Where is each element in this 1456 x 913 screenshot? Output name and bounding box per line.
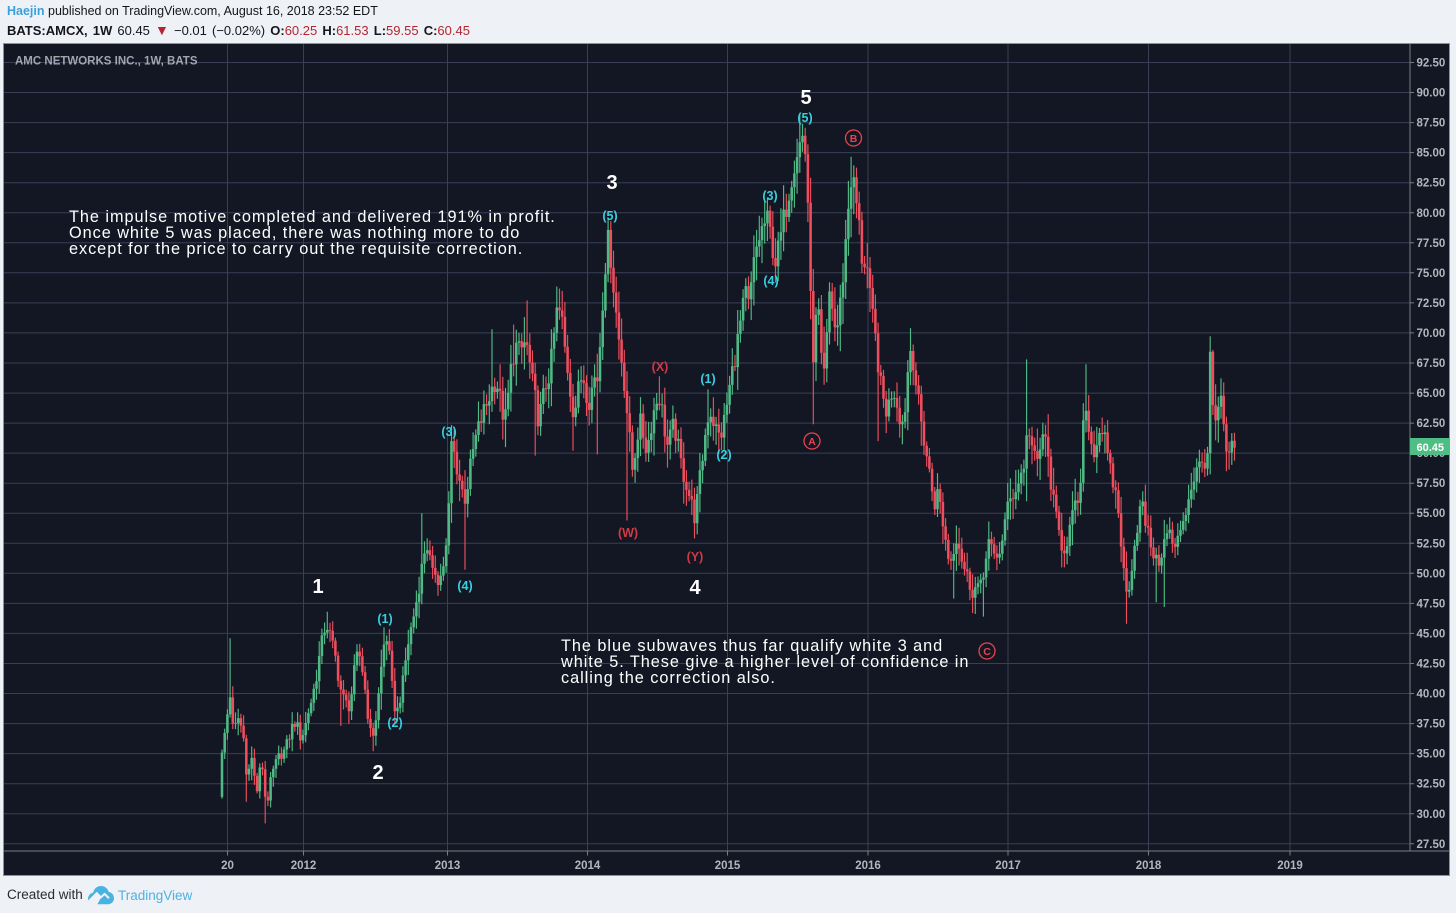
svg-text:82.50: 82.50 [1417, 178, 1446, 190]
svg-text:35.00: 35.00 [1417, 749, 1446, 761]
svg-text:70.00: 70.00 [1417, 328, 1446, 340]
svg-text:2015: 2015 [715, 860, 741, 872]
svg-text:57.50: 57.50 [1417, 478, 1446, 490]
svg-text:2014: 2014 [575, 860, 601, 872]
svg-text:20: 20 [221, 860, 234, 872]
svg-text:B: B [850, 133, 858, 145]
svg-text:90.00: 90.00 [1417, 88, 1446, 100]
svg-text:2018: 2018 [1136, 860, 1162, 872]
svg-text:A: A [808, 436, 816, 448]
svg-text:(2): (2) [387, 716, 402, 730]
svg-text:C: C [983, 646, 991, 658]
svg-text:(4): (4) [457, 579, 472, 593]
svg-text:calling the correction also.: calling the correction also. [561, 669, 776, 687]
svg-text:The impulse motive completed a: The impulse motive completed and deliver… [69, 208, 556, 226]
svg-text:(3): (3) [441, 425, 456, 439]
svg-text:92.50: 92.50 [1417, 58, 1446, 70]
svg-text:2019: 2019 [1277, 860, 1303, 872]
svg-text:60.45: 60.45 [1417, 442, 1445, 454]
svg-text:(5): (5) [602, 209, 617, 223]
svg-text:(3): (3) [762, 189, 777, 203]
svg-text:(1): (1) [700, 372, 715, 386]
svg-text:32.50: 32.50 [1417, 779, 1446, 791]
svg-text:2016: 2016 [855, 860, 881, 872]
svg-text:42.50: 42.50 [1417, 659, 1446, 671]
svg-text:87.50: 87.50 [1417, 118, 1446, 130]
svg-text:50.00: 50.00 [1417, 568, 1446, 580]
svg-text:4: 4 [689, 577, 701, 599]
svg-text:2012: 2012 [291, 860, 317, 872]
svg-text:67.50: 67.50 [1417, 358, 1446, 370]
svg-text:80.00: 80.00 [1417, 208, 1446, 220]
svg-text:1: 1 [312, 576, 323, 598]
svg-text:AMC NETWORKS INC., 1W, BATS: AMC NETWORKS INC., 1W, BATS [15, 56, 198, 68]
svg-text:37.50: 37.50 [1417, 719, 1446, 731]
svg-text:27.50: 27.50 [1417, 839, 1446, 851]
svg-text:white 5. These give a higher l: white 5. These give a higher level of co… [560, 653, 969, 671]
svg-text:52.50: 52.50 [1417, 538, 1446, 550]
svg-text:2013: 2013 [435, 860, 461, 872]
svg-text:55.00: 55.00 [1417, 508, 1446, 520]
svg-text:85.00: 85.00 [1417, 148, 1446, 160]
svg-text:The blue subwaves thus far qua: The blue subwaves thus far qualify white… [561, 637, 943, 655]
svg-text:2: 2 [372, 762, 383, 784]
svg-text:77.50: 77.50 [1417, 238, 1446, 250]
svg-text:except for the price to carry: except for the price to carry out the re… [69, 240, 523, 258]
svg-text:(2): (2) [716, 448, 731, 462]
svg-text:30.00: 30.00 [1417, 809, 1446, 821]
svg-text:(Y): (Y) [687, 550, 704, 564]
svg-text:(X): (X) [652, 360, 669, 374]
svg-text:(4): (4) [763, 274, 778, 288]
svg-text:45.00: 45.00 [1417, 628, 1446, 640]
svg-text:2017: 2017 [995, 860, 1021, 872]
svg-text:(W): (W) [618, 526, 638, 540]
svg-text:3: 3 [606, 172, 617, 194]
svg-text:40.00: 40.00 [1417, 689, 1446, 701]
svg-text:(5): (5) [797, 111, 812, 125]
svg-text:47.50: 47.50 [1417, 598, 1446, 610]
svg-text:Once white 5 was placed, there: Once white 5 was placed, there was nothi… [69, 224, 520, 242]
svg-text:75.00: 75.00 [1417, 268, 1446, 280]
svg-text:5: 5 [800, 87, 811, 109]
svg-text:65.00: 65.00 [1417, 388, 1446, 400]
svg-text:(1): (1) [377, 612, 392, 626]
svg-text:72.50: 72.50 [1417, 298, 1446, 310]
svg-text:62.50: 62.50 [1417, 418, 1446, 430]
